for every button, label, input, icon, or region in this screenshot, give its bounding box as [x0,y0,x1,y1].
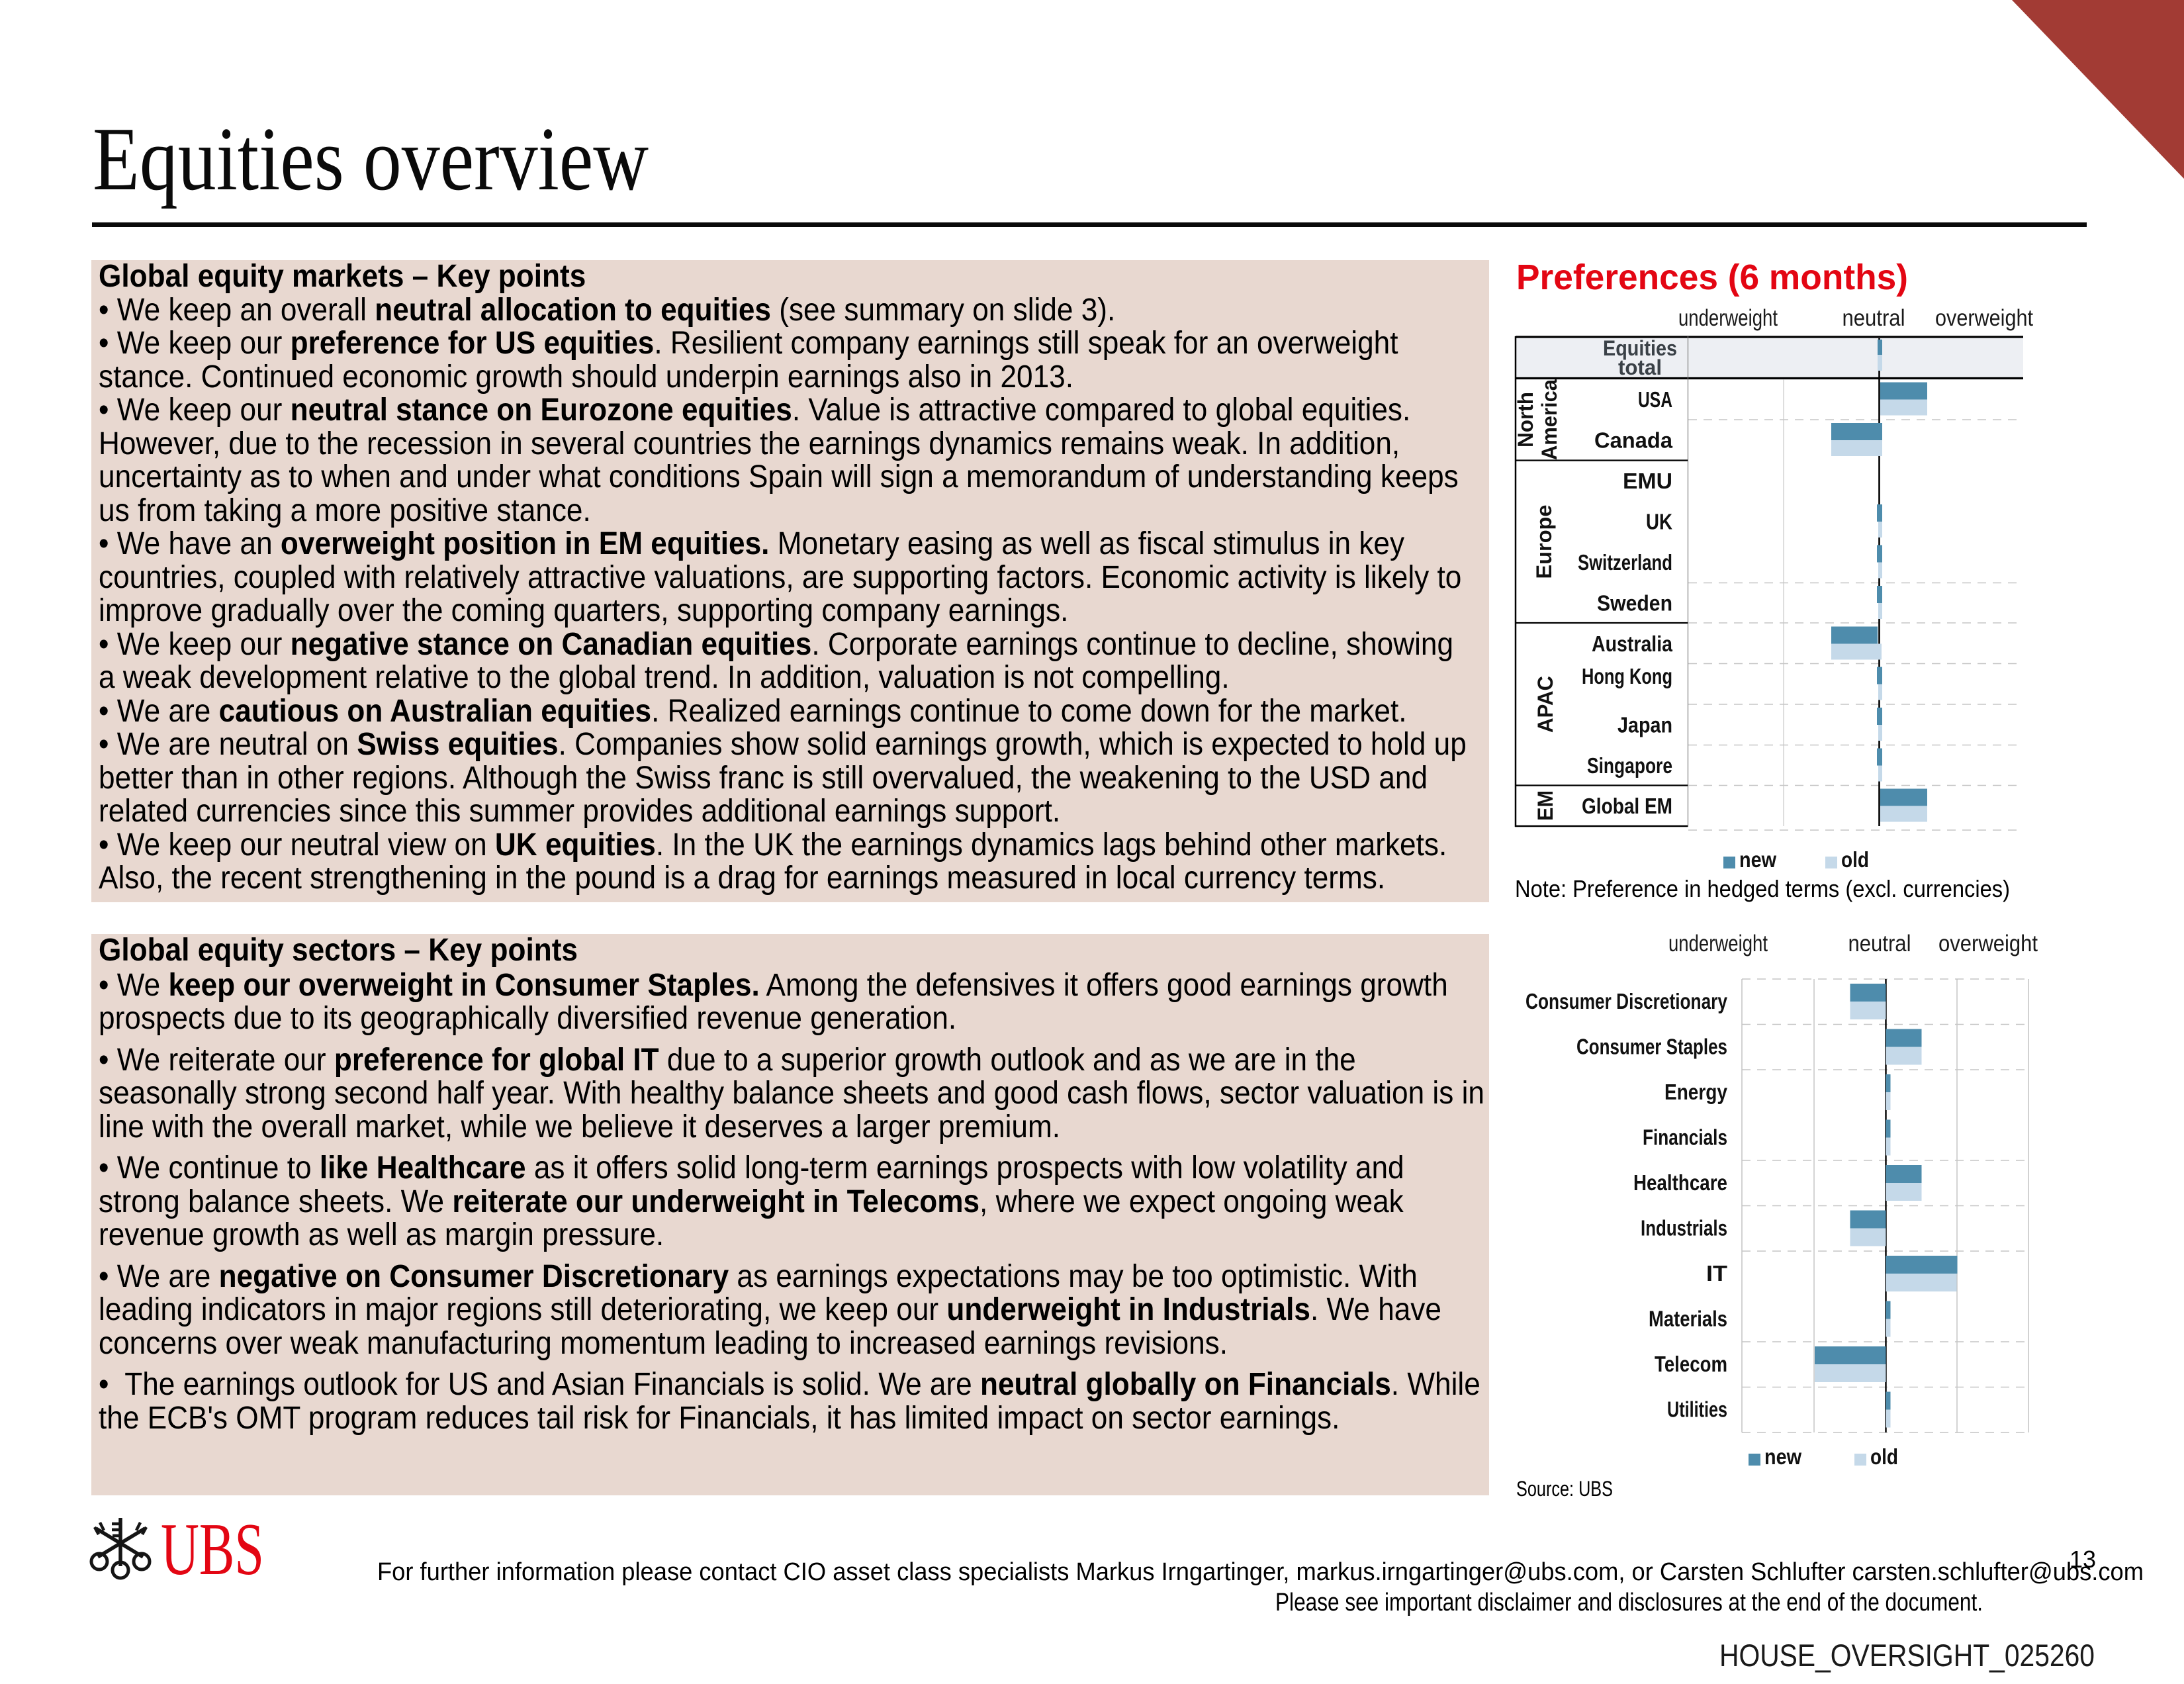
svg-text:Preferences (6 months): Preferences (6 months) [1516,257,1908,297]
svg-text:neutral: neutral [1848,931,1911,957]
svg-text:USA: USA [1638,387,1672,412]
svg-text:Please see important disclaime: Please see important disclaimer and disc… [1275,1589,1983,1616]
svg-text:Equities: Equities [1603,336,1677,360]
svg-text:UBS: UBS [161,1509,264,1591]
svg-text:Materials: Materials [1649,1307,1727,1331]
svg-text:America: America [1537,379,1561,460]
svg-text:Singapore: Singapore [1587,753,1672,778]
svg-text:old: old [1870,1444,1898,1469]
svg-text:13: 13 [2070,1546,2096,1573]
svg-text:Industrials: Industrials [1641,1216,1727,1240]
svg-text:Energy: Energy [1664,1080,1728,1104]
svg-text:EM: EM [1533,790,1557,821]
svg-text:Source: UBS: Source: UBS [1516,1477,1613,1501]
svg-text:Europe: Europe [1532,505,1556,579]
svg-text:North: North [1514,392,1537,447]
svg-text:For further information please: For further information please contact C… [377,1558,2144,1586]
svg-text:Consumer Discretionary: Consumer Discretionary [1525,989,1728,1013]
svg-text:overweight: overweight [1938,931,2038,957]
svg-text:old: old [1841,847,1869,872]
svg-text:UK: UK [1646,510,1672,534]
svg-text:neutral: neutral [1843,305,1905,331]
svg-text:Telecom: Telecom [1655,1352,1727,1376]
svg-text:IT: IT [1706,1261,1727,1286]
svg-text:Global EM: Global EM [1582,794,1672,818]
svg-text:Australia: Australia [1592,632,1673,656]
svg-text:Utilities: Utilities [1667,1397,1727,1422]
svg-text:Note: Preference in hedged ter: Note: Preference in hedged terms (excl. … [1515,875,2010,902]
svg-text:Canada: Canada [1594,428,1673,453]
svg-text:Financials: Financials [1643,1125,1727,1150]
svg-text:overweight: overweight [1935,305,2033,331]
svg-text:underweight: underweight [1678,305,1778,331]
svg-text:Consumer Staples: Consumer Staples [1576,1035,1727,1059]
svg-text:Sweden: Sweden [1597,591,1672,616]
svg-text:Switzerland: Switzerland [1578,550,1672,575]
svg-text:Japan: Japan [1617,713,1672,737]
svg-text:Equities overview: Equities overview [93,109,649,209]
svg-text:total: total [1618,355,1662,379]
svg-text:APAC: APAC [1533,676,1557,733]
svg-text:EMU: EMU [1623,469,1672,493]
svg-text:Hong Kong: Hong Kong [1582,664,1672,688]
svg-text:new: new [1739,847,1776,872]
svg-text:new: new [1764,1444,1801,1469]
svg-text:underweight: underweight [1668,931,1768,957]
svg-text:HOUSE_OVERSIGHT_025260: HOUSE_OVERSIGHT_025260 [1719,1638,2095,1673]
svg-text:Healthcare: Healthcare [1633,1170,1727,1195]
